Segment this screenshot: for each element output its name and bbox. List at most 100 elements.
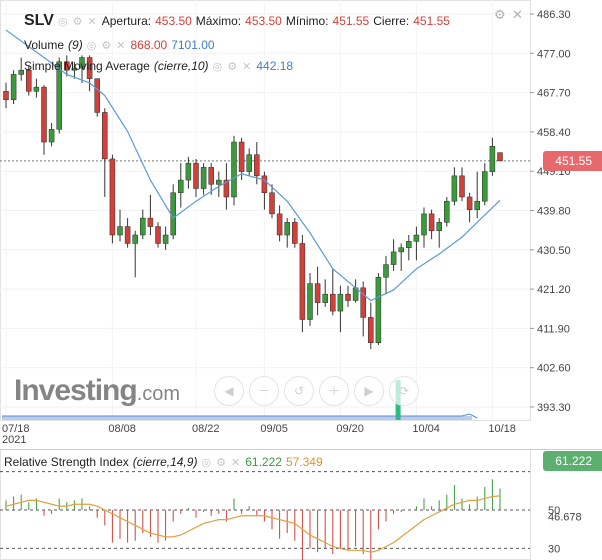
close-value: 451.55: [413, 14, 450, 28]
x-tick-label: 10/18: [488, 423, 516, 435]
candle-body: [337, 293, 344, 312]
scroll-right-button[interactable]: ▶: [354, 376, 384, 406]
candle-body: [155, 226, 161, 244]
sma-params: (cierre,10): [153, 59, 209, 73]
volume-period: (9): [68, 38, 83, 52]
candle-body: [231, 141, 237, 198]
low-value: 451.55: [332, 14, 370, 28]
chart-nav-controls: ◀ － ↺ ＋ ▶ ⟳: [214, 376, 419, 406]
x-tick-label: 07/18: [2, 423, 30, 435]
volume-avg: 7101.00: [171, 38, 215, 52]
x-tick-label: 08/08: [108, 423, 136, 435]
investing-watermark: Investing.com: [14, 374, 180, 408]
candle-body: [10, 74, 17, 101]
rsi-tick-label: 30: [548, 543, 560, 555]
refresh-button[interactable]: ⟳: [389, 376, 419, 406]
legend-controls-icon[interactable]: ◎ ⚙ ✕: [57, 15, 98, 28]
rsi-legend: Relative Strength Index (cierre,14,9) ◎ …: [4, 455, 323, 469]
candle-body: [86, 57, 93, 79]
open-label: Apertura:: [101, 14, 152, 28]
candle-body: [170, 192, 176, 236]
candle-body: [109, 158, 116, 236]
candle-body: [413, 234, 420, 242]
reset-button[interactable]: ↺: [284, 376, 314, 406]
y-tick-label: 467.70: [537, 88, 571, 100]
volume-baseline: [2, 416, 472, 420]
candle-body: [466, 196, 473, 210]
candle-body: [474, 200, 480, 210]
rsi-tick-label: 50: [548, 505, 560, 517]
candle-body: [48, 129, 55, 143]
sma-controls-icon[interactable]: ◎ ⚙ ✕: [212, 60, 253, 73]
candle-body: [444, 200, 450, 223]
y-tick-label: 439.80: [537, 206, 571, 218]
candle-body: [18, 69, 24, 75]
volume-label: Volume: [24, 38, 65, 52]
candle-body: [117, 226, 123, 236]
candle-body: [246, 154, 252, 172]
candle-body: [436, 222, 442, 232]
candle-body: [276, 213, 283, 236]
close-icon[interactable]: ✕: [512, 7, 523, 22]
candle-body: [3, 91, 9, 101]
candle-body: [375, 277, 382, 344]
sma-legend: Simple Moving Average (cierre,10) ◎ ⚙ ✕ …: [24, 59, 293, 73]
rsi-params: (cierre,14,9): [132, 455, 198, 469]
last-price-tag: 451.55: [543, 151, 602, 171]
candle-body: [26, 69, 32, 92]
x-tick-label: 09/20: [336, 423, 364, 435]
y-tick-label: 477.00: [537, 48, 571, 60]
candle-body: [208, 167, 214, 185]
candle-body: [330, 293, 336, 312]
x-tick-label: 08/22: [192, 423, 220, 435]
candle-body: [406, 241, 412, 248]
candle-body: [193, 162, 199, 189]
open-value: 453.50: [155, 14, 192, 28]
candle-body: [41, 86, 47, 143]
y-tick-label: 393.30: [537, 402, 571, 414]
candle-body: [421, 213, 427, 236]
candle-body: [451, 175, 458, 202]
close-label: Cierre:: [373, 14, 410, 28]
candle-body: [390, 251, 397, 265]
candle-body: [345, 293, 351, 301]
candle-body: [398, 247, 404, 253]
ticker-symbol: SLV: [24, 12, 54, 29]
y-tick-label: 421.20: [537, 284, 571, 296]
gear-icon[interactable]: ⚙: [494, 7, 506, 22]
rsi-label: Relative Strength Index: [4, 455, 129, 469]
candle-body: [71, 67, 78, 71]
x-tick-label: 09/05: [260, 423, 288, 435]
candle-body: [261, 175, 268, 194]
candle-body: [383, 264, 389, 278]
candle-body: [292, 222, 298, 244]
high-label: Máximo:: [195, 14, 242, 28]
rsi-value: 61.222: [245, 455, 282, 469]
candle-body: [299, 243, 306, 320]
rsi-avg-tick-label: 46.678: [548, 511, 582, 523]
candle-body: [428, 213, 435, 232]
volume-value: 868.00: [130, 38, 168, 52]
zoom-in-button[interactable]: ＋: [319, 376, 349, 406]
high-value: 453.50: [245, 14, 282, 28]
scroll-left-button[interactable]: ◀: [214, 376, 244, 406]
y-tick-label: 402.60: [537, 363, 571, 375]
watermark-brand: Investing: [14, 374, 138, 407]
candle-body: [185, 162, 192, 181]
ohlc-legend: SLV ◎ ⚙ ✕ Apertura: 453.50 Máximo: 453.5…: [24, 12, 450, 30]
x-tick-label: 2021: [2, 434, 26, 446]
candle-body: [56, 61, 62, 130]
sma-line: [5, 29, 501, 302]
candle-body: [254, 154, 260, 177]
x-tick-label: 10/04: [412, 423, 440, 435]
candle-body: [124, 226, 131, 244]
zoom-out-button[interactable]: －: [249, 376, 279, 406]
y-tick-label: 486.30: [537, 9, 571, 21]
rsi-controls-icon[interactable]: ◎ ⚙ ✕: [201, 456, 242, 469]
candle-body: [322, 293, 328, 303]
volume-controls-icon[interactable]: ◎ ⚙ ✕: [86, 39, 127, 52]
volume-average-line: [2, 413, 478, 419]
candle-body: [238, 141, 245, 172]
